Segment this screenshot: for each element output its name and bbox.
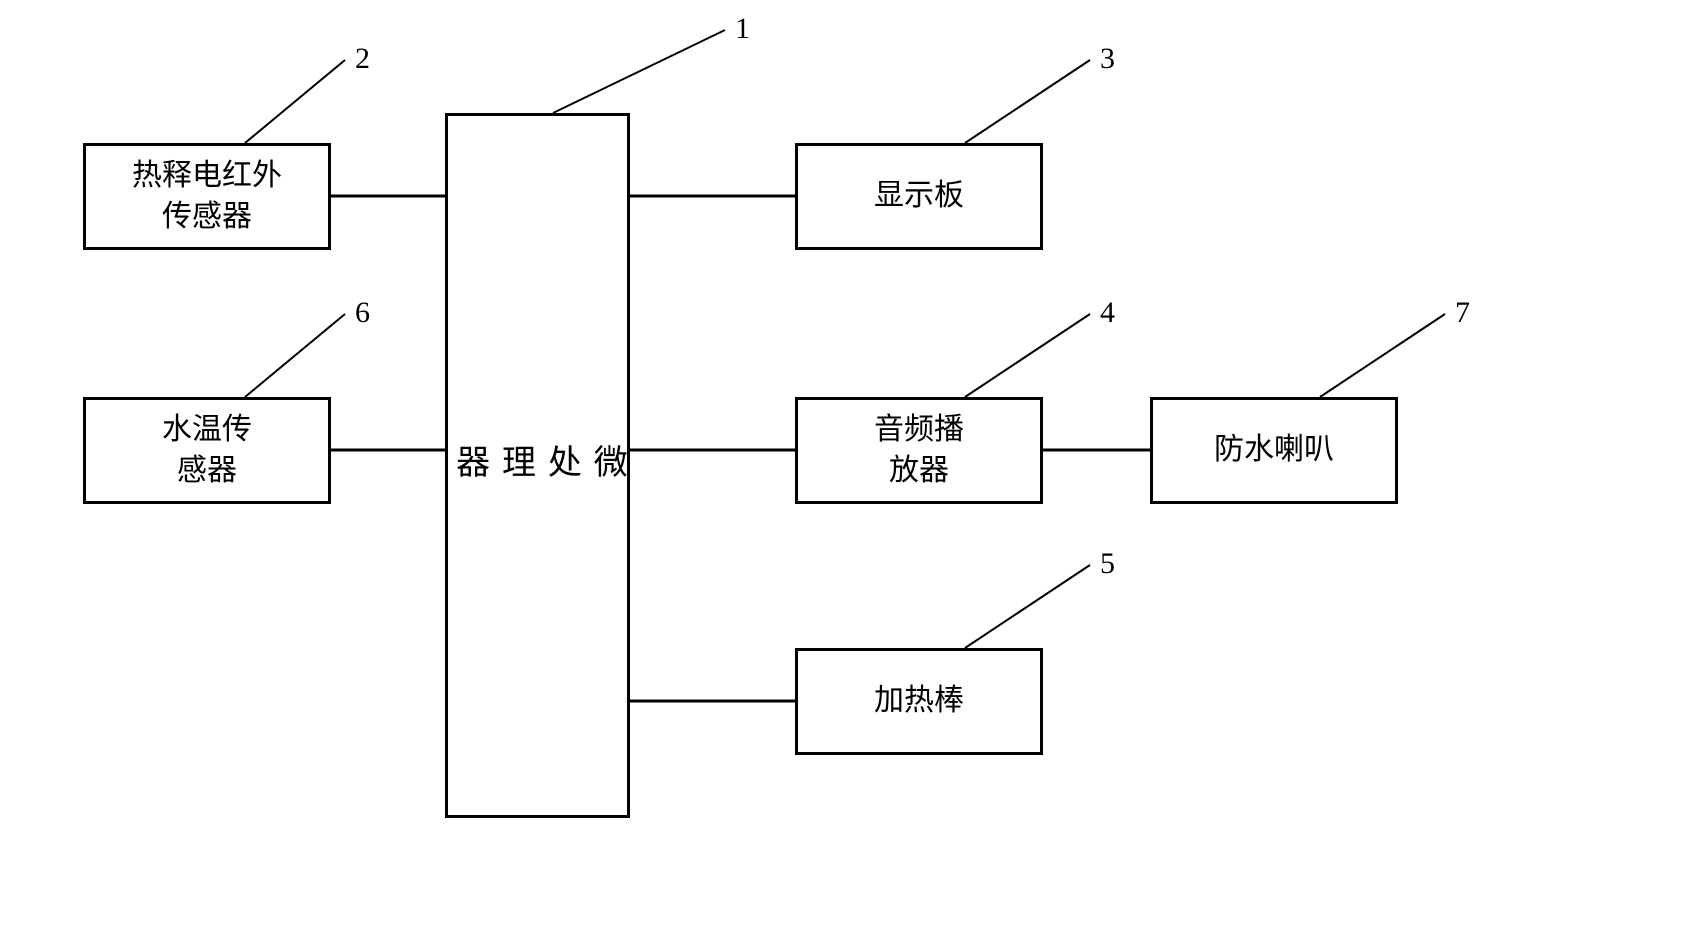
- box-heater: 加热棒: [795, 648, 1043, 755]
- leader-num-3: 3: [1100, 42, 1115, 76]
- box-cpu-label: 微 处 理 器: [446, 444, 630, 487]
- box-audio-label: 音频播 放器: [874, 410, 964, 491]
- box-speaker-label: 防水喇叭: [1214, 430, 1334, 471]
- box-watertemp: 水温传 感器: [83, 397, 331, 504]
- box-speaker: 防水喇叭: [1150, 397, 1398, 504]
- leader-num-7: 7: [1455, 296, 1470, 330]
- box-pir: 热释电红外 传感器: [83, 143, 331, 250]
- leader-num-2: 2: [355, 42, 370, 76]
- box-display: 显示板: [795, 143, 1043, 250]
- leader-num-5: 5: [1100, 547, 1115, 581]
- box-audio: 音频播 放器: [795, 397, 1043, 504]
- diagram-canvas: 微 处 理 器 热释电红外 传感器 水温传 感器 显示板 音频播 放器 加热棒 …: [0, 0, 1697, 925]
- box-heater-label: 加热棒: [874, 681, 964, 722]
- leader-num-6: 6: [355, 296, 370, 330]
- box-watertemp-label: 水温传 感器: [162, 410, 252, 491]
- box-cpu: 微 处 理 器: [445, 113, 630, 818]
- box-display-label: 显示板: [874, 176, 964, 217]
- leader-num-4: 4: [1100, 296, 1115, 330]
- box-pir-label: 热释电红外 传感器: [132, 156, 282, 237]
- leader-num-1: 1: [735, 12, 750, 46]
